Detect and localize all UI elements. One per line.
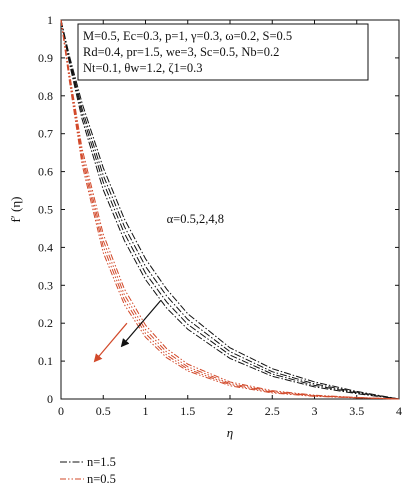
x-tick-label: 3 bbox=[312, 404, 318, 418]
series-line-n-0-5-alpha-8 bbox=[60, 19, 400, 400]
y-tick-label: 0.7 bbox=[38, 127, 53, 141]
series-line-n-1-5-alpha-8 bbox=[60, 19, 400, 400]
y-tick-label: 0.9 bbox=[38, 51, 53, 65]
series-line-n-1-5-alpha-0-5 bbox=[60, 19, 400, 400]
y-axis-label: f′ (η) bbox=[8, 197, 23, 223]
parameter-box-frame bbox=[77, 23, 369, 81]
series-line-n-1-5-alpha-2 bbox=[60, 19, 400, 400]
x-tick-label: 2.5 bbox=[265, 404, 280, 418]
legend: n=1.5 n=0.5 bbox=[60, 455, 116, 486]
y-tick-label: 0.8 bbox=[38, 89, 53, 103]
trend-arrow-black bbox=[120, 300, 162, 348]
parameter-line-3: Nt=0.1, θw=1.2, ζ1=0.3 bbox=[83, 61, 202, 75]
x-tick-label: 1 bbox=[143, 404, 149, 418]
y-tick-label: 0 bbox=[47, 392, 53, 406]
y-tick-label: 0.6 bbox=[38, 165, 53, 179]
data-curves bbox=[60, 19, 400, 400]
x-tick-label: 2 bbox=[227, 404, 233, 418]
parameter-line-1: M=0.5, Ec=0.3, p=1, γ=0.3, ω=0.2, S=0.5 bbox=[83, 29, 292, 43]
x-tick-label: 0 bbox=[58, 404, 64, 418]
y-tick-label: 0.2 bbox=[38, 316, 53, 330]
y-tick-label: 1 bbox=[47, 13, 53, 27]
series-line-n-0-5-alpha-0-5 bbox=[60, 19, 400, 400]
x-tick-label: 0.5 bbox=[96, 404, 111, 418]
direction-arrows bbox=[93, 300, 162, 363]
axis-ticks: 0 0.5 1 1.5 2 2.5 3 3.5 4 0 0.1 0.2 0.3 0.4 0.5 0.6 0.7 0… bbox=[38, 13, 402, 418]
x-tick-label: 1.5 bbox=[180, 404, 195, 418]
y-tick-label: 0.5 bbox=[38, 203, 53, 217]
y-tick-label: 0.1 bbox=[38, 354, 53, 368]
y-tick-label: 0.3 bbox=[38, 278, 53, 292]
parameter-box: M=0.5, Ec=0.3, p=1, γ=0.3, ω=0.2, S=0.5 … bbox=[77, 23, 369, 81]
y-tick-label: 0.4 bbox=[38, 240, 53, 254]
legend-label-n1-5: n=1.5 bbox=[87, 455, 116, 469]
x-tick-label: 4 bbox=[396, 404, 402, 418]
alpha-annotation: α=0.5,2,4,8 bbox=[167, 212, 224, 226]
x-axis-label: η bbox=[227, 425, 233, 440]
trend-arrow-red bbox=[93, 322, 128, 363]
legend-label-n0-5: n=0.5 bbox=[87, 472, 116, 486]
parameter-line-2: Rd=0.4, pr=1.5, we=3, Sc=0.5, Nb=0.2 bbox=[83, 45, 279, 59]
x-tick-label: 3.5 bbox=[349, 404, 364, 418]
series-line-n-1-5-alpha-4 bbox=[60, 19, 400, 400]
